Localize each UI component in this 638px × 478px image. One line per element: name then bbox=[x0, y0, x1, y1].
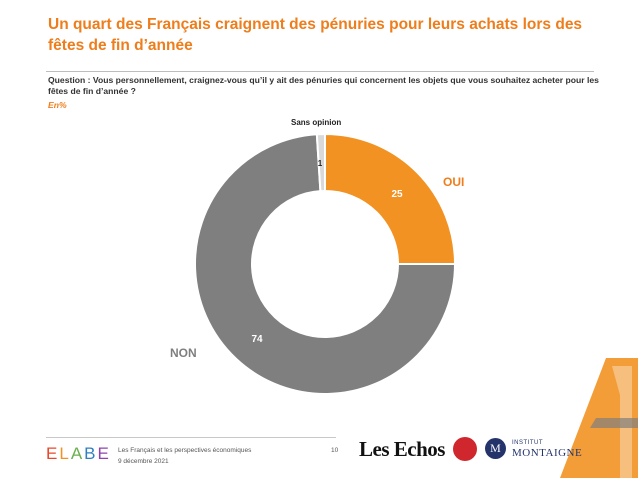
legend-label-sans-opinion: Sans opinion bbox=[291, 118, 342, 127]
institut-montaigne-label-bottom: MONTAIGNE bbox=[512, 447, 583, 459]
page-title: Un quart des Français craignent des pénu… bbox=[48, 16, 583, 54]
slice-oui bbox=[324, 132, 457, 265]
footer-divider bbox=[46, 437, 336, 438]
elabe-logo: ELABE bbox=[46, 444, 111, 463]
footer-date: 9 décembre 2021 bbox=[118, 458, 169, 465]
footer-study-title: Les Français et les perspectives économi… bbox=[118, 447, 252, 454]
unit-note: En% bbox=[48, 100, 67, 110]
footer-study-info: Les Français et les perspectives économi… bbox=[118, 445, 251, 467]
value-label-non: 74 bbox=[251, 334, 263, 345]
les-echos-logo: Les Echos bbox=[359, 437, 445, 461]
institut-montaigne-emblem: M bbox=[485, 438, 506, 459]
value-label-sans-opinion: 1 bbox=[318, 159, 323, 168]
slice-non bbox=[194, 133, 457, 395]
le-parisien-logo bbox=[453, 437, 477, 461]
value-label-oui: 25 bbox=[391, 189, 403, 200]
survey-question: Question : Vous personnellement, craigne… bbox=[48, 75, 599, 96]
legend-label-oui: OUI bbox=[443, 175, 465, 189]
slice-sans-opinion bbox=[315, 132, 326, 193]
title-divider bbox=[46, 71, 594, 72]
page-number: 10 bbox=[331, 447, 339, 454]
institut-montaigne-label-top: INSTITUT bbox=[512, 440, 543, 446]
legend-label-non: NON bbox=[170, 346, 197, 360]
